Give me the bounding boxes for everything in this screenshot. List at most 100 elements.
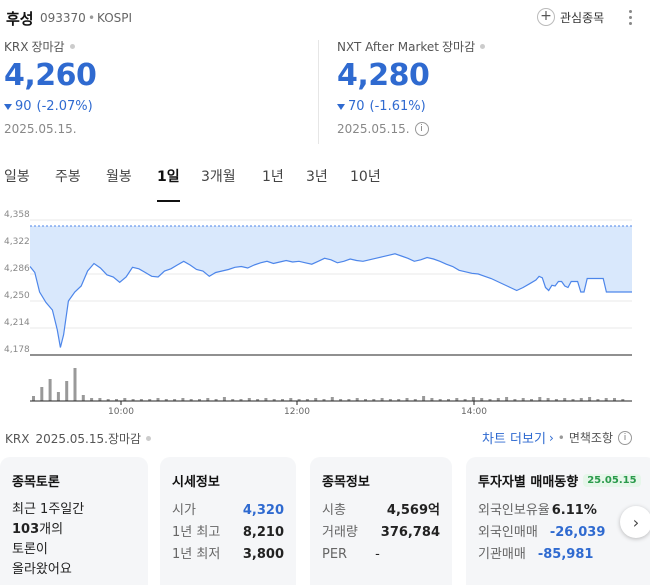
x-tick-label: 12:00: [284, 407, 310, 417]
volume-bar: [181, 398, 185, 401]
nxt-market-label: NXT After Market 장마감: [337, 38, 650, 55]
discussion-count: 103: [12, 522, 40, 537]
tab-3years[interactable]: 3년: [306, 169, 328, 185]
volume-bar: [579, 398, 583, 401]
tab-1day[interactable]: 1일: [157, 166, 180, 202]
nxt-market-name: NXT After Market: [337, 39, 440, 54]
tab-monthly[interactable]: 월봉: [106, 169, 132, 185]
volume-bar: [56, 392, 60, 401]
disclaimer-link[interactable]: 면책조항: [568, 431, 613, 445]
volume-bar: [496, 398, 500, 401]
volume-bar: [106, 399, 110, 401]
volume-bar: [530, 399, 533, 401]
chart-period-tabs: 일봉 주봉 월봉 1일 3개월 1년 3년 10년: [0, 162, 650, 202]
more-chart-link[interactable]: 차트 더보기: [482, 432, 546, 447]
card-discussion[interactable]: 종목토론 최근 1주일간 103개의 토론이 올라왔어요: [0, 457, 148, 585]
volume-bar: [596, 399, 600, 401]
volume-bar: [455, 398, 459, 401]
discussion-line4: 올라왔어요: [12, 562, 72, 577]
card-body: 최근 1주일간 103개의 토론이 올라왔어요: [12, 500, 136, 580]
volume-bar: [505, 397, 509, 401]
more-vertical-icon[interactable]: [625, 10, 635, 26]
volume-bar: [65, 381, 69, 401]
next-card-button[interactable]: ›: [620, 506, 650, 538]
volume-bar: [73, 368, 77, 401]
card-quote[interactable]: 시세정보 시가 4,320 1년 최고 8,210 1년 최저 3,800: [160, 457, 296, 585]
stock-name: 후성: [6, 10, 34, 28]
tab-10years[interactable]: 10년: [350, 169, 381, 185]
investor-title: 투자자별 매매동향: [478, 475, 579, 490]
chart-footer: KRX 2025.05.15. 장마감 차트 더보기 › • 면책조항 i: [0, 428, 650, 450]
volume-bar: [289, 398, 293, 401]
volume-bar: [264, 398, 268, 401]
volume-bar: [272, 399, 276, 401]
info-icon[interactable]: i: [414, 122, 429, 136]
volume-bar: [206, 398, 210, 401]
investor-row: 기관매매 -85,981: [478, 544, 642, 566]
volume-bar: [247, 398, 251, 401]
row-key: 시총: [322, 503, 346, 518]
volume-bar: [115, 399, 118, 401]
row-value: -26,039: [549, 525, 606, 540]
y-tick-label: 4,250: [4, 291, 30, 301]
nxt-market-state: 장마감: [442, 40, 476, 54]
footer-market: KRX: [5, 431, 30, 446]
nxt-change-value: 70: [348, 99, 365, 114]
tab-1year[interactable]: 1년: [262, 169, 284, 185]
info-icon[interactable]: i: [618, 430, 632, 445]
volume-bar: [388, 399, 392, 401]
volume-bar: [380, 398, 384, 401]
nxt-price-change: 70 (-1.61%): [337, 99, 650, 114]
volume-bar: [314, 398, 318, 401]
y-tick-label: 4,286: [4, 264, 30, 274]
y-tick-label: 4,358: [4, 210, 30, 220]
chevron-right-icon: ›: [632, 512, 640, 532]
volume-bar: [538, 397, 542, 401]
tab-3months[interactable]: 3개월: [201, 169, 236, 185]
volume-bar: [189, 399, 193, 401]
volume-bar: [164, 399, 168, 401]
krx-date: 2025.05.15.: [4, 122, 77, 136]
price-line: [29, 253, 632, 348]
volume-bar: [98, 398, 102, 401]
volume-bar: [554, 399, 558, 401]
info-row: 시총 4,569억: [322, 500, 440, 522]
volume-bar: [604, 398, 608, 401]
row-value: 4,320: [242, 503, 284, 518]
tab-weekly[interactable]: 주봉: [55, 169, 81, 185]
y-tick-label: 4,322: [4, 237, 30, 247]
intraday-chart[interactable]: 4,358 4,322 4,286 4,250 4,214 4,178 10:00 12:00…: [0, 210, 650, 420]
date-badge: 25.05.15: [583, 474, 641, 487]
krx-price-block: KRX 장마감 4,260 90 (-2.07%) 2025.05.15.: [4, 38, 324, 148]
card-investor-trend[interactable]: 투자자별 매매동향 25.05.15 외국인보유율 6.11% 외국인매매 -26,…: [466, 457, 650, 585]
row-key: 외국인보유율: [478, 503, 550, 518]
volume-bar: [330, 397, 334, 401]
volume-bar: [397, 399, 401, 401]
discussion-line1: 최근 1주일간: [12, 502, 85, 517]
volume-bar: [413, 399, 417, 401]
investor-row: 외국인보유율 6.11%: [478, 500, 642, 522]
volume-bar: [347, 399, 351, 401]
summary-cards: 종목토론 최근 1주일간 103개의 토론이 올라왔어요 시세정보 시가 4,32…: [0, 457, 650, 585]
investor-row: 외국인매매 -26,039: [478, 522, 642, 544]
volume-bar: [281, 399, 284, 401]
card-body: 외국인보유율 6.11% 외국인매매 -26,039 기관매매 -85,981: [478, 500, 642, 566]
volume-bar: [173, 399, 177, 401]
discussion-unit: 개의: [39, 522, 64, 537]
tab-daily[interactable]: 일봉: [4, 169, 30, 185]
krx-change-pct: (-2.07%): [36, 99, 93, 114]
volume-bar: [588, 397, 592, 401]
card-stock-info[interactable]: 종목정보 시총 4,569억 거래량 376,784 PER -: [310, 457, 452, 585]
row-value: 3,800: [242, 547, 284, 562]
row-value: 8,210: [242, 525, 284, 540]
add-watchlist-button[interactable]: + 관심종목: [537, 7, 604, 27]
chevron-right-icon: ›: [548, 430, 554, 445]
row-key: 기관매매: [478, 547, 526, 562]
chart-footer-info: KRX 2025.05.15. 장마감: [5, 430, 152, 447]
volume-bar: [355, 398, 359, 401]
footer-date: 2025.05.15.: [35, 431, 108, 446]
volume-bar: [40, 387, 44, 401]
krx-price-change: 90 (-2.07%): [4, 99, 324, 114]
volume-bar: [621, 399, 625, 401]
card-body: 시총 4,569억 거래량 376,784 PER -: [322, 500, 440, 566]
